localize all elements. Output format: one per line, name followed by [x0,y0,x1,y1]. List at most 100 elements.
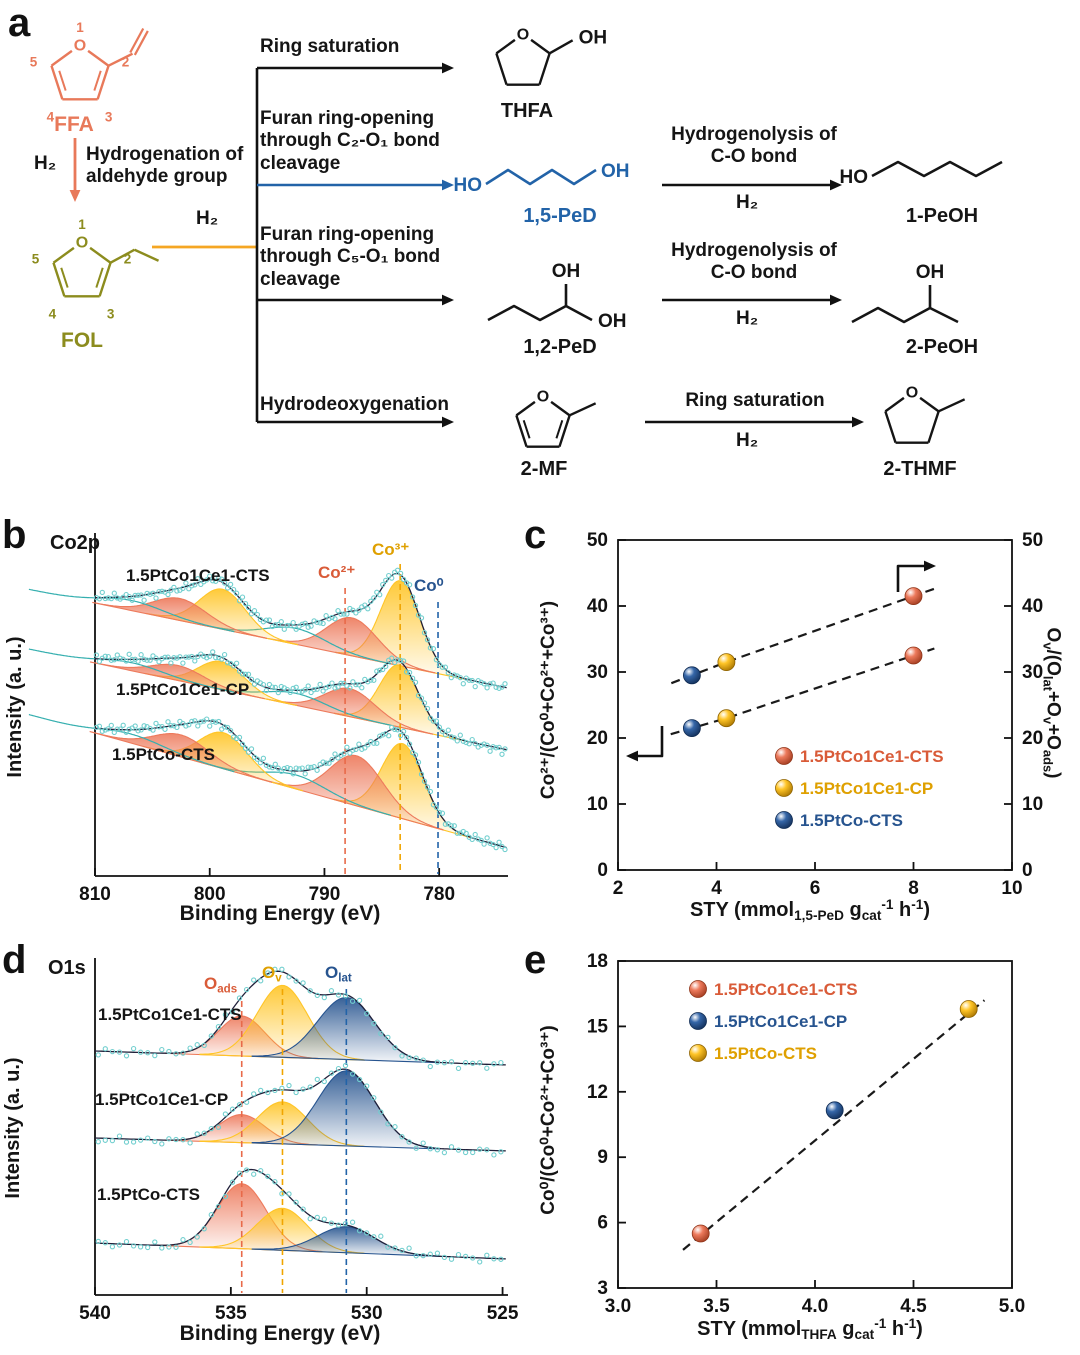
c-data-point [904,646,923,665]
b-x-axis-label: Binding Energy (eV) [179,902,381,925]
oads-peak-label: Oads [204,974,238,996]
e-plot-box [617,960,1013,1289]
svg-text:800: 800 [194,884,226,905]
svg-text:6: 6 [810,878,821,899]
svg-text:1: 1 [78,217,86,232]
svg-text:1.5PtCo1Ce1-CTS: 1.5PtCo1Ce1-CTS [800,747,944,766]
e-data-point [825,1101,844,1120]
svg-text:3: 3 [105,109,113,124]
b-axes: 810 800 790 780 [79,533,508,905]
co0-peak-label: Co⁰ [414,576,444,595]
legend-marker [775,747,793,765]
h2-label-4: H₂ [736,308,759,329]
d-raw-markers-2 [95,1167,504,1265]
thmf2-name-label: 2-THMF [883,458,957,480]
c-data-point [682,719,701,738]
svg-text:4: 4 [49,306,57,321]
reaction-scheme-panel: O 1 2 3 4 5 O 1 2 3 4 5 O OH HO OH HO OH OH OH O O [30,20,1003,448]
legend-marker [689,980,707,998]
svg-text:4.5: 4.5 [900,1296,927,1317]
svg-text:810: 810 [79,884,111,905]
svg-text:O: O [537,389,549,406]
ped12-name-label: 1,2-PeD [523,336,597,358]
svg-text:OH: OH [552,261,581,282]
svg-text:2: 2 [122,55,130,70]
ring-saturation-step-label: Ring saturation [685,390,825,411]
svg-text:540: 540 [79,1303,111,1324]
svg-text:530: 530 [351,1303,383,1324]
svg-text:1.5PtCo1Ce1-CP: 1.5PtCo1Ce1-CP [800,779,933,798]
svg-text:50: 50 [1022,530,1043,551]
svg-text:10: 10 [1022,794,1043,815]
c-y-axis-left-label: Co²⁺/(Co⁰+Co²⁺+Co³⁺) [537,600,559,800]
2mf-structure: O [515,389,597,448]
legend-marker [689,1012,707,1030]
svg-text:18: 18 [587,951,608,972]
co2p-title: Co2p [50,532,100,554]
fol-structure: O 1 2 3 4 5 [32,217,160,321]
c-data-point [682,666,701,685]
svg-text:2: 2 [124,252,132,267]
svg-text:780: 780 [423,884,455,905]
svg-text:0: 0 [597,860,608,881]
svg-text:3: 3 [597,1278,608,1299]
svg-text:15: 15 [587,1016,609,1037]
svg-text:OH: OH [598,311,627,332]
b-raw-markers-2 [93,716,508,853]
svg-text:O: O [906,385,918,402]
panel-a-label: a [8,1,31,45]
h2-label-1: H₂ [34,153,57,174]
svg-text:30: 30 [587,662,608,683]
co2p-xps-plot: 810 800 790 780 [28,533,508,905]
branch-c5o1-cleavage-label: Furan ring-opening through C₅-O₁ bond cl… [260,224,441,290]
b-y-axis-label: Intensity (a. u.) [4,636,27,778]
hydrogenolysis-label-2: Hydrogenolysis of C-O bond [671,240,837,284]
legend-marker [775,811,793,829]
svg-text:5: 5 [30,55,38,70]
h2-label-5: H₂ [736,430,759,451]
olat-peak-label: Olat [325,963,352,985]
svg-text:10: 10 [587,794,608,815]
d-spectrum-label-2: 1.5PtCo1Ce1-CP [95,1090,229,1109]
thfa-structure: O OH [495,27,607,86]
c-data-point [904,587,923,605]
ffa-name-label: FFA [54,113,94,136]
svg-text:20: 20 [587,728,608,749]
branch-c2o1-cleavage-label: Furan ring-opening through C₂-O₁ bond cl… [260,108,440,174]
c-x-axis-label: STY (mmol1,5-PeD gcat-1 h-1) [689,897,931,923]
svg-text:3: 3 [107,306,115,321]
o1s-title: O1s [48,957,86,979]
d-spectrum-label-1: 1.5PtCo1Ce1-CTS [98,1005,242,1024]
h2-label-2: H₂ [196,208,219,229]
svg-text:6: 6 [597,1213,608,1234]
hydrogenolysis-label-1: Hydrogenolysis of C-O bond [671,124,837,168]
b-spectrum-label-3: 1.5PtCo-CTS [112,745,215,764]
e-x-axis-label: STY (mmolTHFA gcat-1 h-1) [697,1316,923,1342]
sty-thfa-scatter-plot: 3.0 3.5 4.0 4.5 5.03691215181.5PtCo1Ce1-CTS1… [587,951,1025,1317]
svg-text:10: 10 [1001,878,1022,899]
svg-text:HO: HO [840,167,869,188]
panel-e-label: e [524,938,547,982]
svg-text:8: 8 [908,878,919,899]
co2plus-peak-label: Co²⁺ [318,563,356,582]
svg-text:50: 50 [587,530,608,551]
svg-text:1.5PtCo1Ce1-CP: 1.5PtCo1Ce1-CP [714,1012,847,1031]
mf2-name-label: 2-MF [520,458,568,480]
svg-text:20: 20 [1022,728,1043,749]
hydrogenation-step-label: Hydrogenation of aldehyde group [86,144,244,188]
svg-text:O: O [517,27,529,44]
svg-text:2: 2 [613,878,624,899]
thfa-name-label: THFA [500,100,554,122]
d-spectrum-label-3: 1.5PtCo-CTS [97,1185,200,1204]
svg-text:30: 30 [1022,662,1043,683]
fol-name-label: FOL [61,329,103,352]
svg-text:790: 790 [309,884,341,905]
ped15-name-label: 1,5-PeD [523,205,597,227]
b-raw-markers-1 [93,649,508,757]
d-spectrum-2 [94,1168,506,1260]
svg-text:O: O [74,38,86,55]
e-data-point [959,1000,978,1018]
svg-text:4: 4 [711,878,722,899]
